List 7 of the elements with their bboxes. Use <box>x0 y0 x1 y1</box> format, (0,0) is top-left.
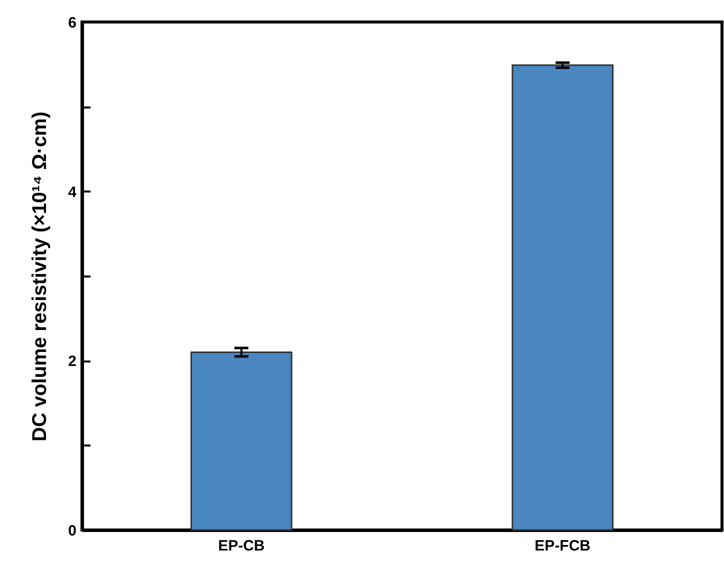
y-tick-label: 6 <box>68 14 76 32</box>
x-tick-label: EP-CB <box>218 538 265 554</box>
x-tick-label: EP-FCB <box>534 538 591 554</box>
y-tick-label: 2 <box>68 353 76 370</box>
y-tick-label: 0 <box>68 522 76 540</box>
y-axis-title: DC volume resistivity (×10¹⁴ Ω·cm) <box>29 112 52 442</box>
y-tick-label: 4 <box>68 184 78 201</box>
